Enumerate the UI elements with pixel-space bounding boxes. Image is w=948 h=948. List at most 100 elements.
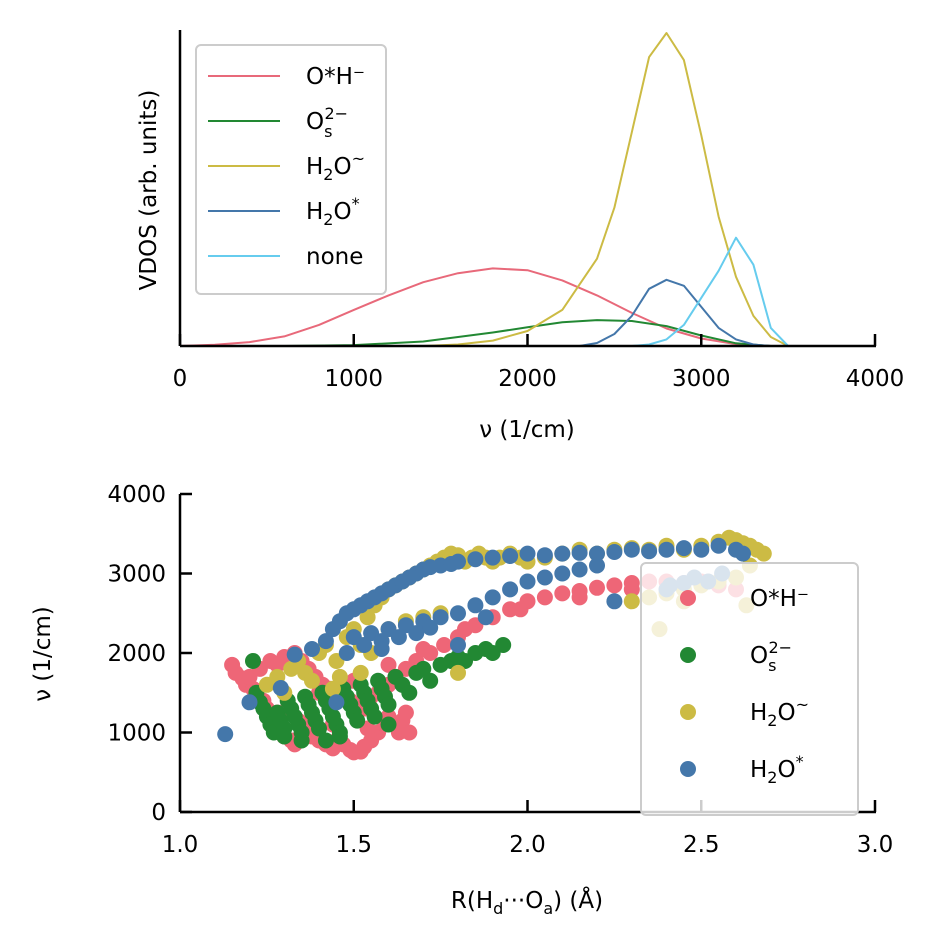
scatter-point: [675, 540, 692, 557]
scatter-point: [359, 609, 376, 626]
legend-label-O2s: Os2−: [306, 104, 348, 141]
scatter-point: [536, 547, 553, 564]
scatter-point: [536, 569, 553, 586]
scatter-point: [331, 728, 348, 745]
scatter-point: [735, 545, 751, 562]
scatter-point: [304, 672, 320, 689]
scatter-point: [623, 541, 640, 558]
scatter-x-axis-label: R(Hd···Oa) (Å): [451, 886, 603, 918]
scatter-point: [380, 696, 397, 713]
scatter-point: [436, 637, 453, 653]
scatter-point: [366, 708, 383, 725]
scatter-point: [450, 637, 466, 653]
scatter-legend-swatch-H2O_s: [680, 761, 696, 777]
scatter-point: [554, 565, 571, 582]
legend-label-OH: O*H⁻: [750, 586, 809, 612]
scatter-point: [571, 561, 588, 578]
legend-label-OH: O*H⁻: [306, 64, 365, 90]
vdos-x-axis-label: ν (1/cm): [479, 417, 575, 443]
scatter-point: [286, 646, 303, 663]
scatter-point: [536, 589, 553, 606]
scatter-point: [589, 545, 605, 562]
scatter-point: [373, 641, 390, 657]
legend-label-none: none: [306, 244, 363, 270]
vdos-legend-box: [195, 44, 387, 295]
scatter-point: [589, 579, 605, 596]
scatter-point: [641, 543, 658, 560]
scatter-point: [502, 548, 519, 564]
scatter-point: [450, 553, 466, 570]
vdos-x-tick-label: 2000: [498, 366, 557, 392]
scatter-point: [623, 593, 640, 610]
vdos-x-tick-label: 3000: [672, 366, 731, 392]
vdos-y-axis-label: VDOS (arb. units): [136, 90, 162, 291]
scatter-point: [710, 537, 727, 554]
scatter-point: [272, 680, 289, 696]
scatter-point: [304, 641, 320, 657]
vdos-x-tick-label: 4000: [846, 366, 905, 392]
scatter-x-tick-label: 2.0: [509, 832, 546, 858]
scatter-point: [276, 728, 293, 745]
scatter-point: [415, 641, 432, 657]
scatter-point: [311, 720, 327, 737]
vdos-line-OH: [179, 267, 771, 347]
scatter-point: [380, 716, 397, 733]
scatter-point: [755, 545, 772, 562]
vdos-line-none: [631, 236, 789, 347]
scatter-point: [450, 605, 466, 622]
legend-label-H2O_s: H2O*: [750, 752, 804, 787]
scatter-point: [338, 645, 355, 661]
scatter-point: [467, 597, 484, 614]
scatter-point: [502, 581, 519, 598]
scatter-legend-box: [640, 562, 859, 816]
scatter-point: [606, 544, 623, 560]
scatter-point: [408, 625, 425, 642]
vdos-line-H2O_s: [579, 278, 771, 347]
scatter-point: [589, 557, 605, 574]
scatter-point: [324, 680, 341, 697]
scatter-point: [554, 585, 571, 602]
scatter-legend-swatch-O2s: [680, 647, 696, 663]
scatter-y-tick-label: 1000: [107, 721, 166, 747]
scatter-point: [432, 609, 449, 626]
scatter-point: [241, 694, 258, 711]
scatter-point: [415, 660, 432, 677]
scatter-point: [450, 664, 466, 681]
scatter-point: [217, 726, 234, 743]
vdos-legend: O*H⁻ Os2− H2O~ H2O* none: [195, 44, 387, 295]
scatter-point: [356, 637, 373, 653]
scatter-point: [397, 704, 414, 721]
vdos-ticks: 0 1000 2000 3000 4000: [173, 334, 905, 392]
scatter-point: [401, 724, 418, 741]
scatter-point: [349, 712, 366, 729]
scatter-y-axis-label: ν (1/cm): [30, 606, 56, 702]
scatter-point: [623, 581, 640, 598]
scatter-point: [331, 668, 348, 685]
scatter-point: [328, 694, 345, 711]
vdos-lines: [179, 32, 789, 347]
vdos-line-H2O_t: [423, 32, 789, 347]
scatter-point: [422, 619, 439, 636]
scatter-point: [293, 732, 310, 749]
scatter-point: [477, 609, 494, 626]
scatter-legend-swatch-H2O_t: [680, 704, 696, 720]
scatter-point: [606, 593, 623, 610]
scatter-panel: 1.0 1.5 2.0 2.5 3.0 0 1000 2000 3000 4000 O*H⁻Os2…: [30, 482, 893, 918]
scatter-point: [317, 633, 334, 650]
vdos-line-O2s: [284, 319, 771, 347]
legend-label-H2O_t: H2O~: [306, 149, 365, 184]
scatter-point: [317, 732, 334, 749]
scatter-x-tick-label: 1.0: [162, 832, 199, 858]
scatter-point: [467, 551, 484, 568]
vdos-panel: 0 1000 2000 3000 4000 O*H⁻ Os2− H2O~ H2O* none ν…: [136, 30, 904, 443]
scatter-point: [519, 545, 536, 562]
scatter-point: [693, 541, 710, 558]
vdos-x-tick-label: 1000: [324, 366, 383, 392]
scatter-point: [495, 637, 512, 653]
scatter-point: [352, 664, 369, 681]
scatter-point: [401, 684, 418, 701]
scatter-y-tick-label: 2000: [107, 641, 166, 667]
scatter-x-tick-label: 1.5: [335, 832, 372, 858]
scatter-x-tick-label: 2.5: [683, 832, 720, 858]
